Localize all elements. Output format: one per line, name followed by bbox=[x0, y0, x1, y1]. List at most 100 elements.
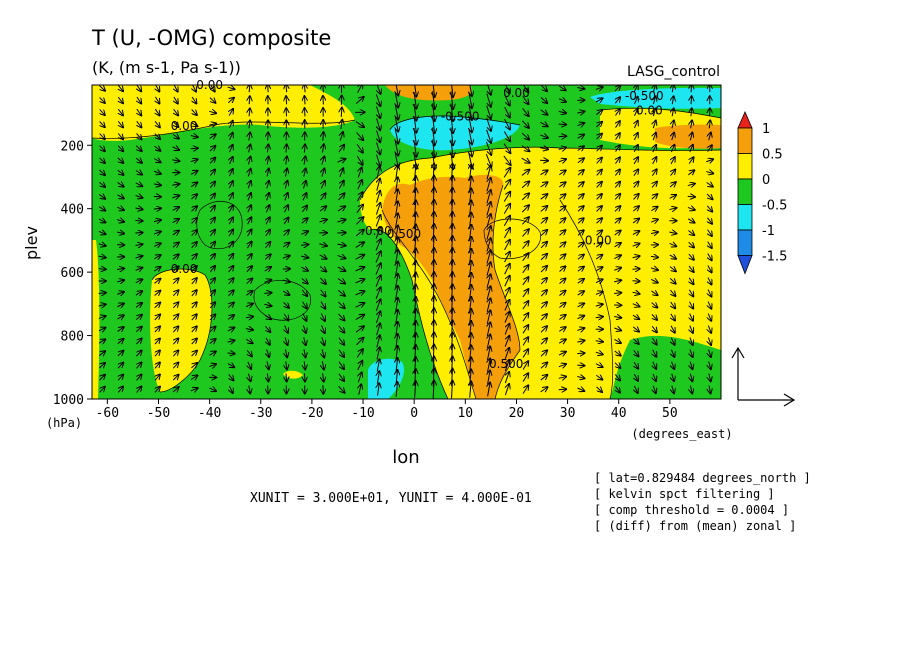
wind-vector bbox=[634, 182, 639, 188]
wind-vector bbox=[358, 372, 361, 383]
wind-vector bbox=[596, 122, 602, 127]
wind-vector bbox=[671, 337, 674, 345]
wind-vector bbox=[652, 337, 656, 345]
wind-vector bbox=[285, 325, 288, 333]
wind-vector bbox=[708, 301, 711, 309]
wind-vector bbox=[322, 349, 324, 357]
wind-vector bbox=[154, 291, 161, 296]
wind-vector bbox=[653, 157, 657, 165]
wind-vector bbox=[595, 341, 603, 342]
wind-vector bbox=[191, 218, 197, 224]
wind-vector bbox=[321, 193, 326, 201]
wind-vector bbox=[690, 313, 693, 321]
wind-vector bbox=[118, 108, 123, 115]
wind-vector bbox=[286, 169, 288, 177]
wind-vector bbox=[190, 148, 198, 149]
wind-vector bbox=[632, 256, 640, 258]
y-tick-label: 1000 bbox=[53, 393, 84, 408]
wind-vector bbox=[596, 387, 603, 392]
wind-vector bbox=[469, 128, 472, 144]
wind-vector bbox=[192, 109, 197, 116]
wind-vector bbox=[690, 337, 693, 345]
x-tick-label: -20 bbox=[300, 406, 323, 421]
wind-vector bbox=[338, 301, 344, 308]
wind-vector bbox=[634, 97, 637, 104]
wind-vector bbox=[209, 364, 216, 366]
wind-vector bbox=[118, 85, 123, 91]
wind-vector bbox=[377, 347, 380, 360]
wind-vector bbox=[504, 276, 510, 287]
wind-vector bbox=[375, 251, 381, 263]
wind-vector bbox=[304, 349, 306, 357]
wind-vector bbox=[155, 375, 160, 381]
y-tick-label: 400 bbox=[61, 203, 84, 218]
wind-vector bbox=[100, 145, 105, 152]
wind-vector bbox=[117, 327, 124, 331]
wind-vector bbox=[118, 387, 123, 393]
wind-vector bbox=[503, 204, 510, 214]
wind-vector bbox=[653, 121, 656, 129]
wind-vector bbox=[558, 170, 565, 174]
wind-vector bbox=[469, 92, 472, 108]
wind-vector bbox=[356, 132, 364, 141]
wind-vector bbox=[540, 182, 548, 187]
wind-vector bbox=[378, 383, 380, 396]
wind-vector bbox=[558, 124, 567, 125]
wind-vector bbox=[98, 219, 106, 222]
wind-vector bbox=[267, 157, 268, 165]
wind-vector bbox=[504, 228, 510, 239]
wind-vector bbox=[227, 87, 235, 89]
wind-vector bbox=[337, 244, 345, 246]
x-axis-label: lon bbox=[392, 447, 419, 468]
wind-vector bbox=[504, 94, 510, 105]
wind-vector bbox=[669, 243, 677, 246]
wind-vector bbox=[671, 145, 674, 153]
wind-vector bbox=[669, 278, 675, 283]
wind-vector bbox=[652, 182, 657, 188]
wind-vector bbox=[672, 120, 674, 129]
wind-vector bbox=[322, 156, 324, 165]
wind-vector bbox=[135, 315, 142, 320]
wind-vector bbox=[338, 373, 344, 381]
wind-vector bbox=[337, 255, 346, 258]
wind-vector bbox=[708, 313, 711, 321]
wind-vector bbox=[173, 314, 178, 321]
wind-vector bbox=[433, 127, 435, 145]
wind-vector bbox=[247, 254, 252, 261]
wind-vector bbox=[356, 192, 362, 202]
wind-vector bbox=[540, 278, 547, 285]
wind-vector bbox=[521, 132, 529, 139]
wind-vector bbox=[210, 158, 215, 164]
wind-vector bbox=[708, 229, 712, 236]
wind-vector bbox=[632, 304, 640, 307]
wind-vector bbox=[356, 143, 363, 152]
wind-vector bbox=[521, 205, 529, 213]
colorbar-swatch bbox=[737, 153, 753, 180]
wind-vector bbox=[117, 292, 124, 295]
wind-vector bbox=[559, 254, 566, 260]
wind-vector bbox=[690, 133, 692, 141]
wind-vector bbox=[264, 304, 271, 306]
wind-vector bbox=[322, 168, 324, 177]
wind-vector bbox=[117, 245, 124, 246]
wind-vector bbox=[558, 159, 566, 162]
wind-vector bbox=[246, 291, 252, 295]
wind-vector bbox=[248, 193, 251, 201]
wind-vector bbox=[210, 290, 215, 297]
wind-vector bbox=[337, 289, 345, 296]
wind-vector bbox=[190, 388, 198, 391]
wind-vector bbox=[522, 120, 528, 128]
wind-vector bbox=[153, 243, 161, 246]
wind-vector bbox=[154, 279, 161, 284]
wind-vector bbox=[117, 303, 124, 306]
wind-vector bbox=[672, 373, 674, 382]
wind-vector bbox=[451, 115, 453, 134]
x-tick-label: -50 bbox=[147, 406, 170, 421]
wind-vector bbox=[155, 96, 159, 104]
wind-vector bbox=[634, 133, 637, 141]
wind-vector bbox=[377, 191, 381, 203]
wind-vector bbox=[155, 133, 160, 139]
wind-vector bbox=[375, 239, 381, 251]
wind-vector bbox=[355, 121, 364, 127]
wind-vector bbox=[670, 289, 675, 296]
